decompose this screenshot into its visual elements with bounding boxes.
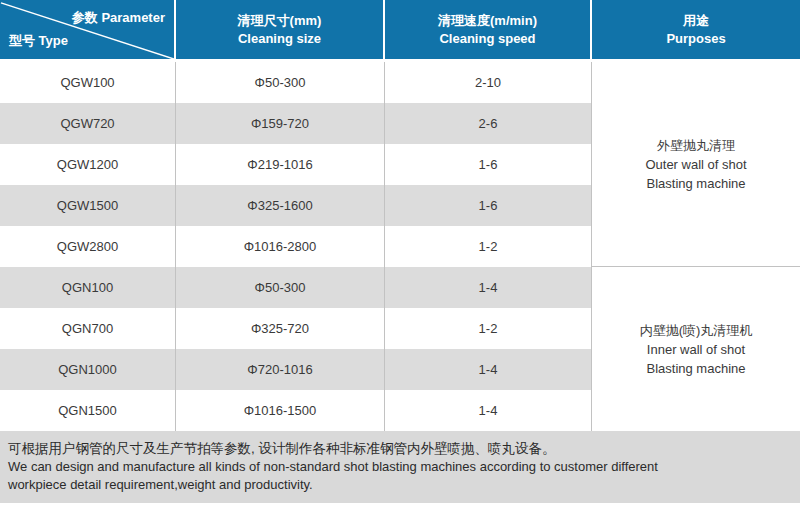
cell-speed: 1-4 [385,390,592,431]
header-cleaning-speed-en: Cleaning speed [439,30,535,48]
header-cell-purposes: 用途 Purposes [592,0,800,59]
cell-speed: 2-6 [385,103,592,144]
cell-model: QGW2800 [0,226,176,267]
header-cell-cleaning-size: 清理尺寸(mm) Cleaning size [176,0,385,59]
header-parameter-label: 参数 Parameter [72,9,165,27]
cell-size: Φ325-1600 [176,185,385,226]
cell-model: QGN700 [0,308,176,349]
cell-model: QGW720 [0,103,176,144]
purpose-inner-cn: 内壁抛(喷)丸清理机 [640,321,753,340]
header-cleaning-size-cn: 清理尺寸(mm) [238,12,322,30]
purpose-cell-inner-wall: 内壁抛(喷)丸清理机 Inner wall of shot Blasting m… [592,267,800,431]
table-body: QGW100 Φ50-300 2-10 QGW720 Φ159-720 2-6 … [0,62,800,431]
cell-size: Φ159-720 [176,103,385,144]
cell-speed: 1-6 [385,185,592,226]
cell-size: Φ50-300 [176,62,385,103]
cell-model: QGN100 [0,267,176,308]
cell-size: Φ50-300 [176,267,385,308]
table-header-row: 参数 Parameter 型号 Type 清理尺寸(mm) Cleaning s… [0,0,800,62]
header-cell-type-parameter: 参数 Parameter 型号 Type [0,0,176,59]
header-cleaning-size-en: Cleaning size [238,30,321,48]
header-purposes-cn: 用途 [683,12,709,30]
cell-model: QGN1500 [0,390,176,431]
cell-size: Φ720-1016 [176,349,385,390]
header-type-label: 型号 Type [9,32,68,50]
cell-size: Φ1016-1500 [176,390,385,431]
purpose-outer-en2: Blasting machine [647,174,746,193]
footer-note-en-line1: We can design and manufacture all kinds … [8,458,790,476]
cell-speed: 2-10 [385,62,592,103]
purpose-outer-cn: 外壁抛丸清理 [657,136,735,155]
cell-size: Φ1016-2800 [176,226,385,267]
cell-model: QGW100 [0,62,176,103]
header-purposes-en: Purposes [666,30,725,48]
cell-speed: 1-4 [385,349,592,390]
cell-model: QGW1500 [0,185,176,226]
footer-note-cn: 可根据用户钢管的尺寸及生产节拍等参数, 设计制作各种非标准钢管内外壁喷抛、喷丸设… [8,439,790,458]
footer-note-en-line2: workpiece detail requirement,weight and … [8,476,790,494]
cell-speed: 1-2 [385,308,592,349]
cell-speed: 1-6 [385,144,592,185]
footer-note: 可根据用户钢管的尺寸及生产节拍等参数, 设计制作各种非标准钢管内外壁喷抛、喷丸设… [0,431,800,503]
purpose-cell-outer-wall: 外壁抛丸清理 Outer wall of shot Blasting machi… [592,62,800,267]
cell-model: QGW1200 [0,144,176,185]
header-cleaning-speed-cn: 清理速度(m/min) [438,12,537,30]
cell-size: Φ219-1016 [176,144,385,185]
cell-size: Φ325-720 [176,308,385,349]
header-cell-cleaning-speed: 清理速度(m/min) Cleaning speed [385,0,592,59]
cell-speed: 1-4 [385,267,592,308]
purpose-inner-en2: Blasting machine [647,359,746,378]
cell-model: QGN1000 [0,349,176,390]
purpose-outer-en1: Outer wall of shot [645,155,746,174]
purpose-inner-en1: Inner wall of shot [647,340,745,359]
cell-speed: 1-2 [385,226,592,267]
spec-table: 参数 Parameter 型号 Type 清理尺寸(mm) Cleaning s… [0,0,800,506]
